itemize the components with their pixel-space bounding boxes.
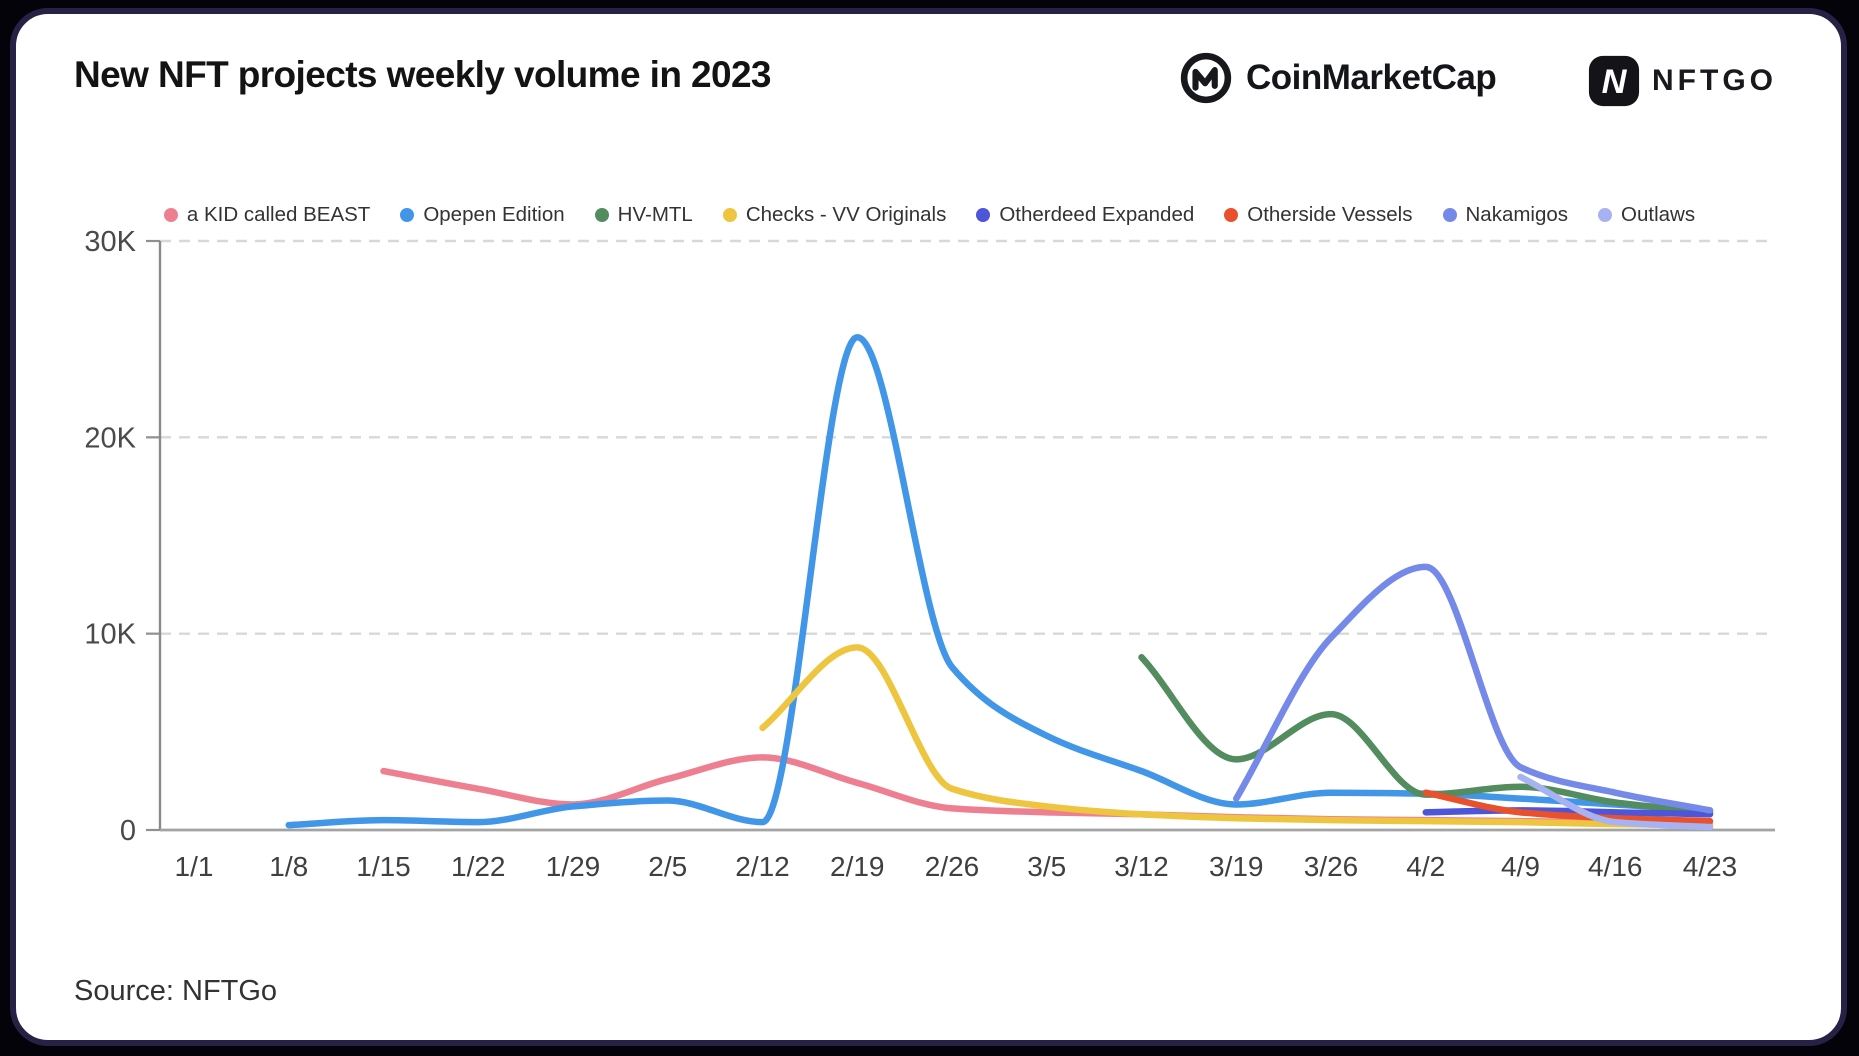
- legend-item-hv-mtl[interactable]: HV-MTL: [594, 203, 693, 227]
- page-title: New NFT projects weekly volume in 2023: [74, 54, 772, 95]
- legend-dot-otherside-vessels: [1224, 208, 1239, 222]
- coinmarketcap-icon: [1178, 50, 1234, 106]
- legend-label-a-kid-called-beast: a KID called BEAST: [186, 203, 371, 226]
- nftgo-icon: N: [1588, 55, 1640, 107]
- legend-item-a-kid-called-beast[interactable]: a KID called BEAST: [163, 203, 371, 227]
- legend-label-nakamigos: Nakamigos: [1465, 203, 1569, 226]
- legend-label-hv-mtl: HV-MTL: [617, 203, 693, 226]
- chart-legend: a KID called BEAST Opepen Edition HV-MTL Ch…: [0, 203, 1859, 227]
- legend-item-otherdeed-expanded[interactable]: Otherdeed Expanded: [976, 203, 1194, 227]
- legend-label-outlaws: Outlaws: [1621, 203, 1696, 226]
- coinmarketcap-wordmark: CoinMarketCap: [1246, 58, 1497, 97]
- legend-item-opepen-edition[interactable]: Opepen Edition: [400, 203, 565, 227]
- chart-card: [10, 8, 1847, 1046]
- legend-item-checks-vv-originals[interactable]: Checks - VV Originals: [722, 203, 947, 227]
- legend-label-checks-vv-originals: Checks - VV Originals: [745, 203, 947, 226]
- legend-dot-outlaws: [1598, 208, 1613, 222]
- legend-item-nakamigos[interactable]: Nakamigos: [1442, 203, 1569, 227]
- legend-label-otherdeed-expanded: Otherdeed Expanded: [999, 203, 1195, 226]
- coinmarketcap-logo: CoinMarketCap: [1178, 50, 1497, 106]
- legend-dot-opepen-edition: [400, 208, 415, 222]
- legend-item-outlaws[interactable]: Outlaws: [1598, 203, 1695, 227]
- nftgo-logo: N NFTGO: [1588, 55, 1777, 107]
- svg-text:N: N: [1602, 63, 1628, 101]
- legend-dot-otherdeed-expanded: [976, 208, 991, 222]
- legend-item-otherside-vessels[interactable]: Otherside Vessels: [1224, 203, 1413, 227]
- legend-label-opepen-edition: Opepen Edition: [423, 203, 565, 226]
- legend-dot-a-kid-called-beast: [163, 208, 178, 222]
- legend-dot-nakamigos: [1442, 208, 1457, 222]
- legend-dot-hv-mtl: [594, 208, 609, 222]
- legend-label-otherside-vessels: Otherside Vessels: [1247, 203, 1413, 226]
- source-note: Source: NFTGo: [74, 975, 278, 1007]
- legend-dot-checks-vv-originals: [722, 208, 737, 222]
- nftgo-wordmark: NFTGO: [1652, 64, 1777, 97]
